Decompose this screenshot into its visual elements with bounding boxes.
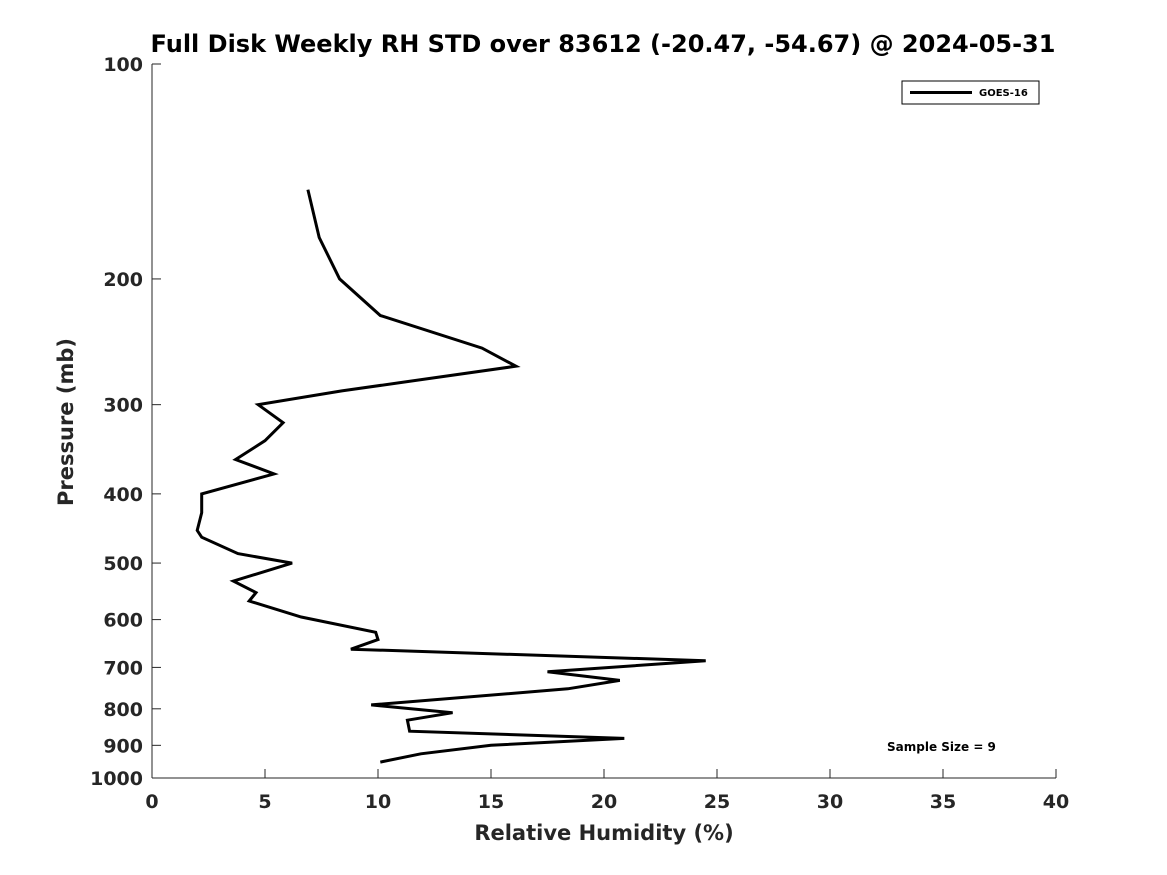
x-tick-label: 30 (817, 791, 843, 813)
x-axis: 0 5 10 15 20 25 30 35 40 (145, 769, 1069, 813)
x-tick-label: 20 (591, 791, 617, 813)
y-tick-label: 100 (103, 54, 143, 76)
x-tick-label: 25 (704, 791, 730, 813)
y-tick-label: 900 (103, 735, 143, 757)
y-axis: 100 200 300 400 500 600 700 800 900 1000 (90, 54, 161, 790)
legend: GOES-16 (901, 80, 1040, 105)
x-tick-label: 35 (930, 791, 956, 813)
y-tick-label: 1000 (90, 768, 143, 790)
y-tick-label: 200 (103, 269, 143, 291)
y-tick-label: 400 (103, 484, 143, 506)
sample-size-annotation: Sample Size = 9 (887, 740, 996, 754)
x-tick-label: 40 (1043, 791, 1069, 813)
y-tick-label: 700 (103, 657, 143, 679)
y-tick-label: 600 (103, 610, 143, 632)
x-tick-label: 15 (478, 791, 504, 813)
x-axis-label: Relative Humidity (%) (474, 821, 733, 845)
x-tick-label: 5 (258, 791, 271, 813)
series-line (195, 189, 706, 764)
y-tick-label: 800 (103, 699, 143, 721)
y-tick-label: 500 (103, 553, 143, 575)
x-tick-label: 0 (145, 791, 158, 813)
plot-area (151, 64, 1056, 779)
x-tick-label: 10 (365, 791, 391, 813)
chart-title: Full Disk Weekly RH STD over 83612 (-20.… (151, 30, 1056, 58)
legend-label: GOES-16 (979, 88, 1028, 99)
y-axis-label: Pressure (mb) (54, 338, 78, 506)
y-tick-label: 300 (103, 395, 143, 417)
